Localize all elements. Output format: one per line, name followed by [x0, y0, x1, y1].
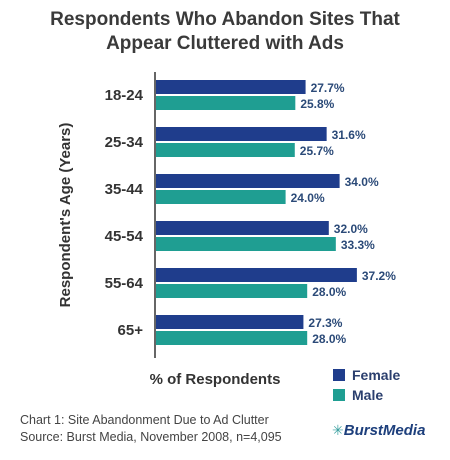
bar-female-25-34	[156, 127, 327, 141]
chart-title: Respondents Who Abandon Sites That Appea…	[0, 8, 450, 56]
y-axis-title: Respondent's Age (Years)	[57, 123, 74, 308]
brand-name: BurstMedia	[343, 422, 426, 439]
value-label-male-55-64: 28.0%	[312, 285, 346, 299]
value-label-male-35-44: 24.0%	[291, 191, 325, 205]
caption-line-1: Chart 1: Site Abandonment Due to Ad Clut…	[20, 413, 269, 427]
value-label-female-25-34: 31.6%	[332, 128, 366, 142]
value-label-female-18-24: 27.7%	[311, 81, 345, 95]
value-label-male-18-24: 25.8%	[300, 97, 334, 111]
bar-female-18-24	[156, 80, 306, 94]
x-axis-title: % of Respondents	[150, 371, 281, 388]
category-label-25-34: 25-34	[105, 134, 144, 151]
bar-male-18-24	[156, 96, 296, 110]
value-label-female-45-54: 32.0%	[334, 222, 368, 236]
legend-label-male: Male	[352, 387, 383, 403]
bar-male-55-64	[156, 284, 308, 298]
category-label-55-64: 55-64	[105, 275, 144, 292]
bar-female-55-64	[156, 268, 357, 282]
chart-title-line-1: Respondents Who Abandon Sites That	[50, 9, 400, 30]
legend-swatch-female	[333, 369, 345, 381]
value-label-female-65plus: 27.3%	[308, 316, 342, 330]
brand-logo: ✳BurstMedia	[332, 422, 425, 439]
bar-male-35-44	[156, 190, 286, 204]
bar-male-25-34	[156, 143, 295, 157]
legend-swatch-male	[333, 389, 345, 401]
legend-label-female: Female	[352, 367, 400, 383]
value-label-female-35-44: 34.0%	[345, 175, 379, 189]
category-label-35-44: 35-44	[105, 181, 144, 198]
bar-male-45-54	[156, 237, 336, 251]
bar-female-45-54	[156, 221, 329, 235]
caption: Chart 1: Site Abandonment Due to Ad Clut…	[20, 412, 282, 446]
category-label-18-24: 18-24	[105, 87, 144, 104]
bar-female-35-44	[156, 174, 340, 188]
bars-layer: 18-24 27.7% 25.8% 25-34 31.6% 25.7% 35-44 34.0%…	[105, 80, 396, 346]
chart-title-line-2: Appear Cluttered with Ads	[106, 33, 344, 54]
value-label-male-25-34: 25.7%	[300, 144, 334, 158]
value-label-female-55-64: 37.2%	[362, 269, 396, 283]
bar-male-65plus	[156, 331, 308, 345]
category-label-65plus: 65+	[118, 322, 144, 339]
bar-female-65plus	[156, 315, 304, 329]
value-label-male-45-54: 33.3%	[341, 238, 375, 252]
value-label-male-65plus: 28.0%	[312, 332, 346, 346]
legend: Female Male	[333, 367, 400, 403]
caption-source: Source: Burst Media, November 2008, n=4,…	[20, 430, 282, 444]
category-label-45-54: 45-54	[105, 228, 144, 245]
burst-icon: ✳	[332, 422, 344, 438]
